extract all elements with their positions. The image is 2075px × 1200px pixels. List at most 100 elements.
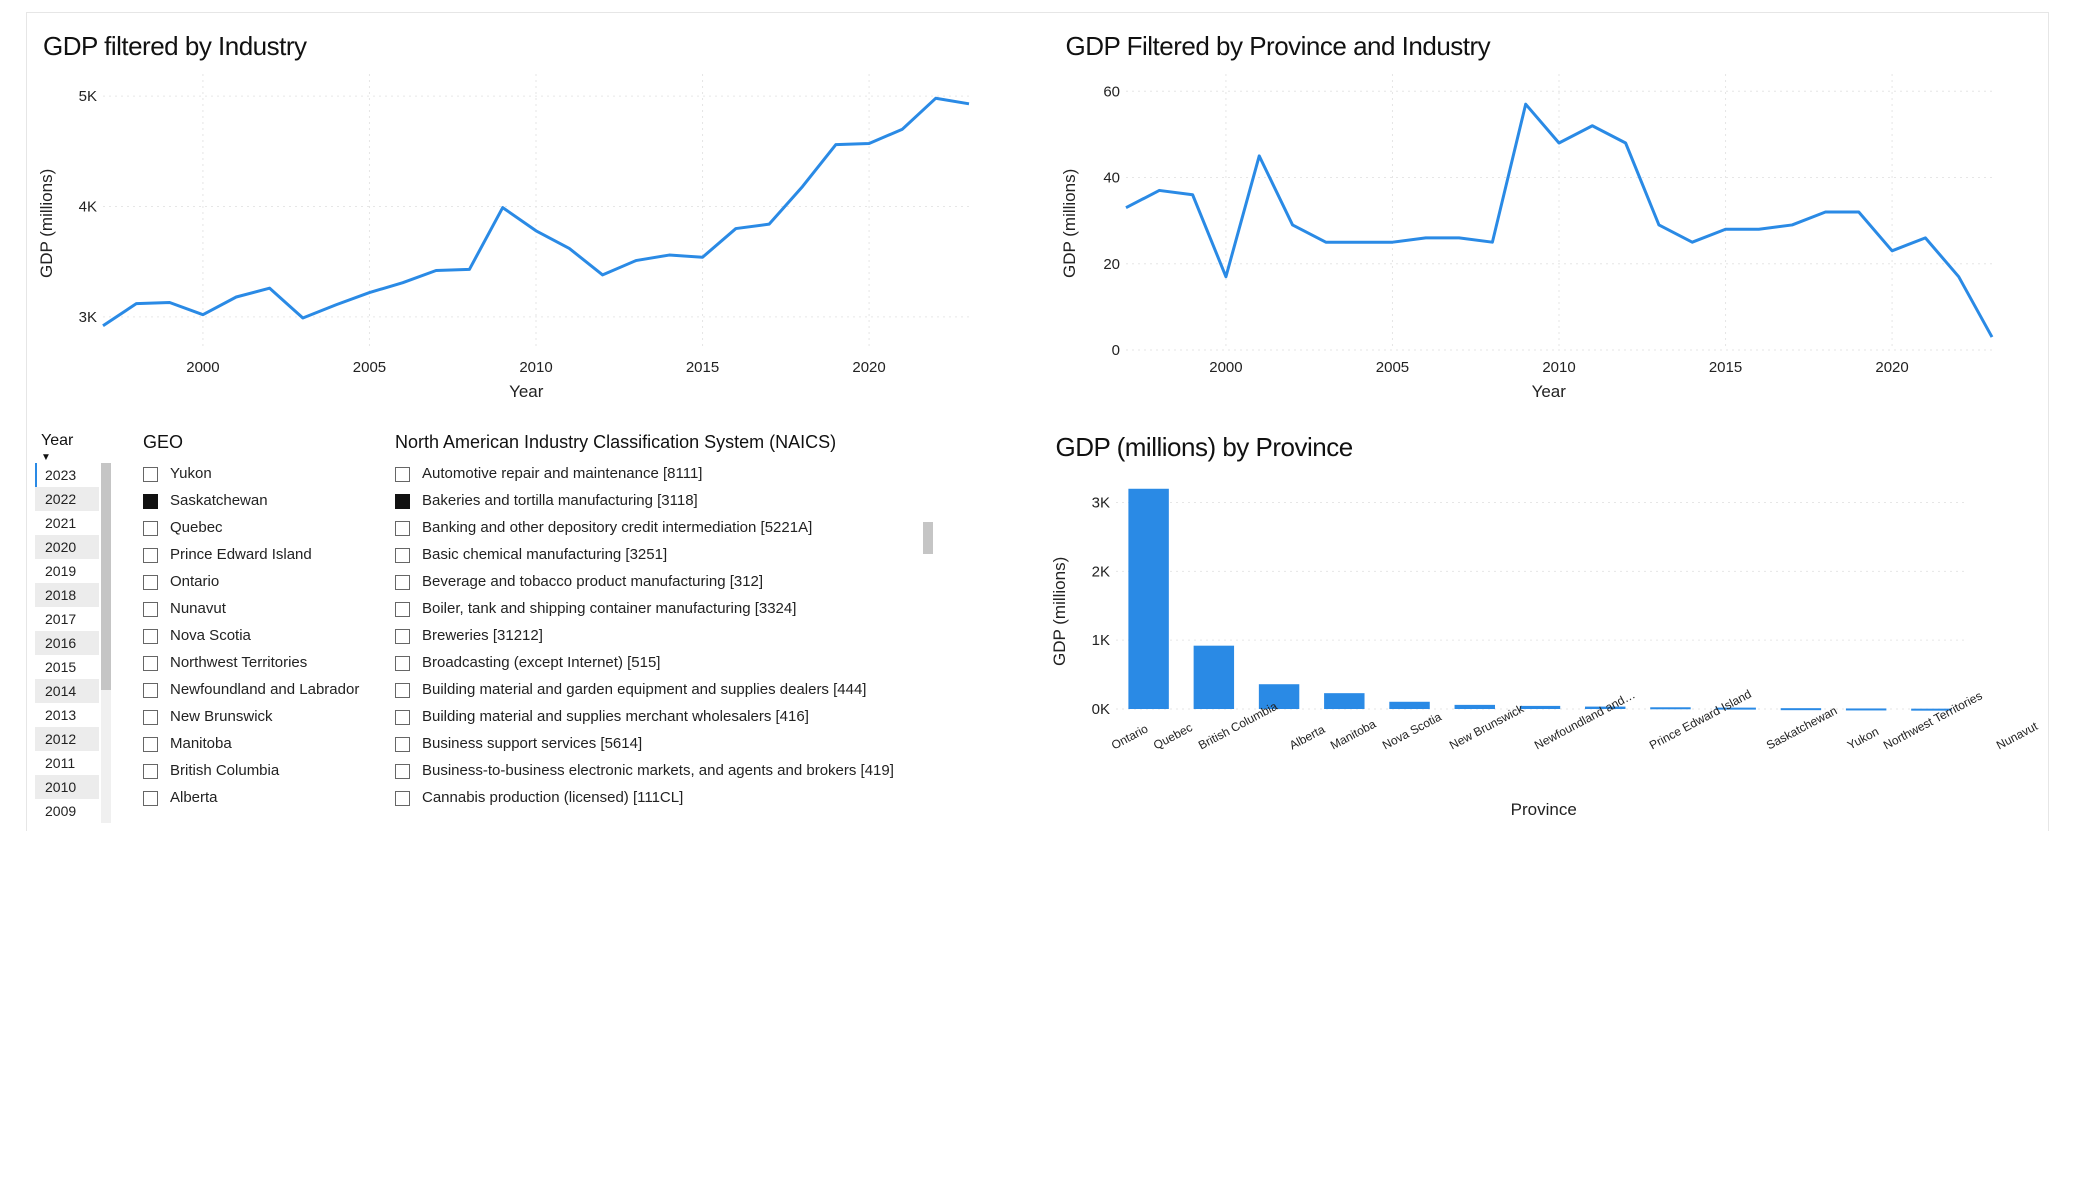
checkbox-icon[interactable] <box>143 629 158 644</box>
checkbox-icon[interactable] <box>395 575 410 590</box>
checkbox-icon[interactable] <box>395 656 410 671</box>
geo-option[interactable]: British Columbia <box>143 762 363 780</box>
naics-option[interactable]: Building material and supplies merchant … <box>395 708 915 726</box>
naics-option[interactable]: Cannabis production (licensed) [111CL] <box>395 789 915 807</box>
bar[interactable] <box>1780 708 1820 710</box>
option-label: Basic chemical manufacturing [3251] <box>422 546 667 564</box>
year-option[interactable]: 2011 <box>35 751 99 775</box>
slicer-title: GEO <box>143 432 363 453</box>
year-option[interactable]: 2023 <box>35 463 99 487</box>
geo-option[interactable]: Newfoundland and Labrador <box>143 681 363 699</box>
geo-option[interactable]: Ontario <box>143 573 363 591</box>
year-option[interactable]: 2014 <box>35 679 99 703</box>
year-option[interactable]: 2010 <box>35 775 99 799</box>
bar[interactable] <box>1128 489 1168 709</box>
naics-option[interactable]: Bakeries and tortilla manufacturing [311… <box>395 492 915 510</box>
scrollbar-thumb[interactable] <box>101 463 111 690</box>
x-tick-label: Ontario <box>1109 722 1150 753</box>
bar[interactable] <box>1519 706 1559 709</box>
checkbox-icon[interactable] <box>395 710 410 725</box>
naics-option[interactable]: Beverage and tobacco product manufacturi… <box>395 573 915 591</box>
checkbox-icon[interactable] <box>395 602 410 617</box>
year-slicer[interactable]: Year ▼ 202320222021202020192018201720162… <box>35 432 111 823</box>
year-option[interactable]: 2015 <box>35 655 99 679</box>
bar[interactable] <box>1324 693 1364 709</box>
option-label: Newfoundland and Labrador <box>170 681 359 699</box>
naics-option[interactable]: Automotive repair and maintenance [8111] <box>395 465 915 483</box>
bar[interactable] <box>1845 708 1885 710</box>
geo-option[interactable]: Prince Edward Island <box>143 546 363 564</box>
checkbox-icon[interactable] <box>143 764 158 779</box>
option-label: Business-to-business electronic markets,… <box>422 762 894 780</box>
geo-option[interactable]: Alberta <box>143 789 363 807</box>
naics-option[interactable]: Building material and garden equipment a… <box>395 681 915 699</box>
chart-gdp-by-province-industry[interactable]: GDP Filtered by Province and Industry GD… <box>1058 31 2041 402</box>
year-option[interactable]: 2018 <box>35 583 99 607</box>
checkbox-icon[interactable] <box>143 710 158 725</box>
line-chart-svg: 5K4K3K20002005201020152020 <box>59 68 979 378</box>
bar[interactable] <box>1193 646 1233 709</box>
checkbox-icon[interactable] <box>395 521 410 536</box>
option-label: Nova Scotia <box>170 627 251 645</box>
checkbox-icon[interactable] <box>395 629 410 644</box>
naics-slicer[interactable]: North American Industry Classification S… <box>395 432 915 823</box>
year-option[interactable]: 2020 <box>35 535 99 559</box>
chart-gdp-by-industry[interactable]: GDP filtered by Industry GDP (millions) … <box>35 31 1018 402</box>
checkbox-icon[interactable] <box>143 467 158 482</box>
checkbox-icon[interactable] <box>143 656 158 671</box>
naics-option[interactable]: Broadcasting (except Internet) [515] <box>395 654 915 672</box>
naics-option[interactable]: Breweries [31212] <box>395 627 915 645</box>
naics-option[interactable]: Basic chemical manufacturing [3251] <box>395 546 915 564</box>
naics-option[interactable]: Business-to-business electronic markets,… <box>395 762 915 780</box>
slicer-title: North American Industry Classification S… <box>395 432 915 453</box>
year-option[interactable]: 2019 <box>35 559 99 583</box>
geo-option[interactable]: Northwest Territories <box>143 654 363 672</box>
x-tick-label: 2015 <box>686 359 719 376</box>
y-tick-label: 1K <box>1091 632 1109 649</box>
bar[interactable] <box>1454 705 1494 709</box>
plot-area: 5K4K3K20002005201020152020 <box>59 68 1018 378</box>
year-option[interactable]: 2013 <box>35 703 99 727</box>
naics-option[interactable]: Banking and other depository credit inte… <box>395 519 915 537</box>
checkbox-icon[interactable] <box>143 683 158 698</box>
y-tick-label: 3K <box>1091 495 1109 512</box>
checkbox-icon[interactable] <box>395 494 410 509</box>
option-label: Beverage and tobacco product manufacturi… <box>422 573 763 591</box>
geo-slicer[interactable]: GEO Yukon Saskatchewan Quebec Prince Edward… <box>143 432 363 823</box>
year-option[interactable]: 2022 <box>35 487 99 511</box>
checkbox-icon[interactable] <box>143 602 158 617</box>
year-option[interactable]: 2017 <box>35 607 99 631</box>
sort-descending-icon[interactable]: ▼ <box>35 452 111 463</box>
naics-option[interactable]: Business support services [5614] <box>395 735 915 753</box>
checkbox-icon[interactable] <box>143 521 158 536</box>
year-option[interactable]: 2012 <box>35 727 99 751</box>
bar[interactable] <box>1650 707 1690 709</box>
checkbox-icon[interactable] <box>395 764 410 779</box>
checkbox-icon[interactable] <box>395 683 410 698</box>
checkbox-icon[interactable] <box>143 791 158 806</box>
chart-gdp-by-province[interactable]: GDP (millions) by Province GDP (millions… <box>1048 432 2041 820</box>
naics-option[interactable]: Boiler, tank and shipping container manu… <box>395 600 915 618</box>
year-option[interactable]: 2021 <box>35 511 99 535</box>
scrollbar-thumb[interactable] <box>923 522 933 554</box>
geo-option[interactable]: Yukon <box>143 465 363 483</box>
year-option[interactable]: 2009 <box>35 799 99 823</box>
checkbox-icon[interactable] <box>143 575 158 590</box>
year-option[interactable]: 2016 <box>35 631 99 655</box>
geo-option[interactable]: New Brunswick <box>143 708 363 726</box>
checkbox-icon[interactable] <box>395 791 410 806</box>
geo-option[interactable]: Nova Scotia <box>143 627 363 645</box>
option-label: Automotive repair and maintenance [8111] <box>422 465 702 483</box>
geo-option[interactable]: Nunavut <box>143 600 363 618</box>
scrollbar[interactable] <box>101 463 111 823</box>
checkbox-icon[interactable] <box>143 737 158 752</box>
geo-option[interactable]: Saskatchewan <box>143 492 363 510</box>
checkbox-icon[interactable] <box>395 737 410 752</box>
geo-option[interactable]: Manitoba <box>143 735 363 753</box>
bar[interactable] <box>1389 702 1429 709</box>
checkbox-icon[interactable] <box>395 548 410 563</box>
geo-option[interactable]: Quebec <box>143 519 363 537</box>
checkbox-icon[interactable] <box>143 548 158 563</box>
checkbox-icon[interactable] <box>395 467 410 482</box>
checkbox-icon[interactable] <box>143 494 158 509</box>
